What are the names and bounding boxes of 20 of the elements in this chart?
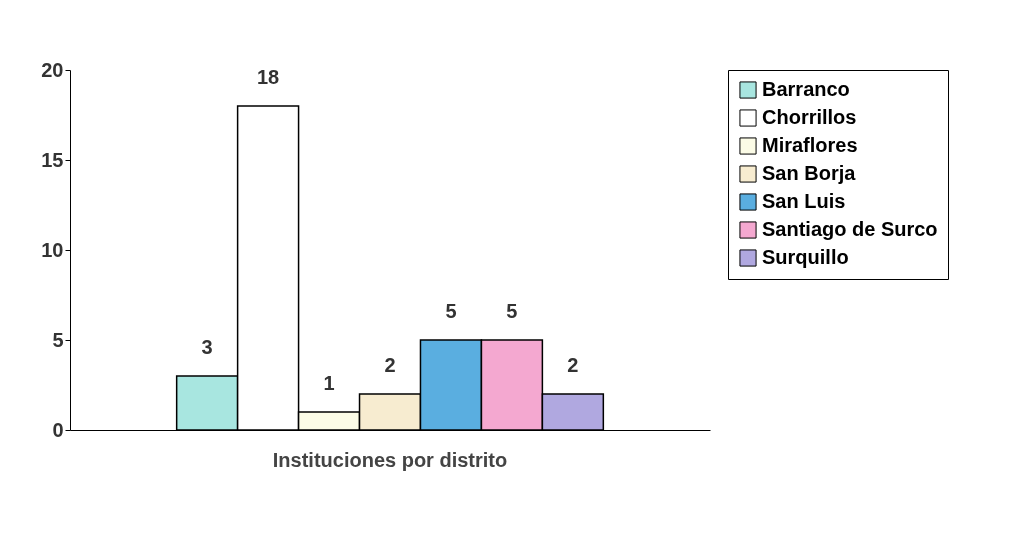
y-tick-label: 5 [52, 328, 64, 351]
legend-label: San Luis [762, 190, 846, 212]
legend-label: Chorrillos [762, 106, 857, 128]
x-tick-label: Instituciones por distrito [272, 448, 508, 471]
data-label: 18 [256, 66, 280, 88]
data-label: 3 [201, 336, 213, 358]
legend-label: San Borja [762, 162, 857, 184]
data-label: 5 [506, 300, 518, 322]
legend-label: Miraflores [762, 134, 858, 156]
data-label: 2 [567, 354, 579, 376]
y-tick-label: 15 [41, 148, 64, 171]
y-tick-label: 0 [52, 418, 64, 441]
legend-label: Surquillo [762, 246, 849, 268]
legend-label: Santiago de Surco [762, 218, 938, 240]
y-tick-label: 10 [41, 238, 64, 261]
legend-label: Barranco [762, 78, 850, 100]
data-label: 2 [384, 354, 396, 376]
data-label: 5 [445, 300, 457, 322]
data-label: 1 [323, 372, 335, 394]
y-tick-label: 20 [41, 58, 64, 81]
